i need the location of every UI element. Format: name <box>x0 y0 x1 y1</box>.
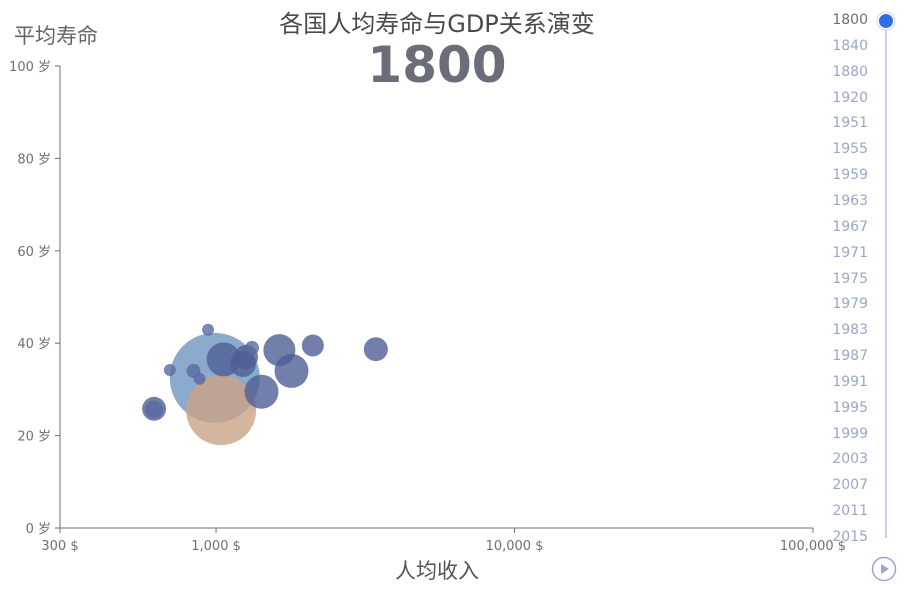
data-point[interactable] <box>244 374 279 409</box>
timeline-year[interactable]: 1880 <box>832 63 868 80</box>
timeline-year[interactable]: 1995 <box>832 399 868 416</box>
timeline-year[interactable]: 1991 <box>832 373 868 390</box>
timeline-year[interactable]: 2007 <box>832 477 868 494</box>
x-tick-label: 10,000 $ <box>486 539 544 554</box>
timeline-handle[interactable] <box>879 14 893 28</box>
x-tick-label: 300 $ <box>41 539 78 554</box>
y-axis-title: 平均寿命 <box>14 24 98 48</box>
y-tick-label: 40 岁 <box>17 337 51 352</box>
timeline-year[interactable]: 1979 <box>832 296 868 313</box>
data-point[interactable] <box>245 340 260 355</box>
timeline-year[interactable]: 2011 <box>832 503 868 520</box>
current-year: 1800 <box>367 36 507 94</box>
timeline-year[interactable]: 1971 <box>832 244 868 261</box>
timeline-year[interactable]: 1983 <box>832 322 868 339</box>
timeline-year[interactable]: 2003 <box>832 451 868 468</box>
timeline-year[interactable]: 2015 <box>832 529 868 545</box>
timeline-year[interactable]: 1963 <box>832 192 868 209</box>
y-tick-label: 60 岁 <box>17 245 51 260</box>
timeline-year[interactable]: 1959 <box>832 167 868 184</box>
data-point[interactable] <box>301 334 324 357</box>
timeline-year[interactable]: 1975 <box>832 270 868 287</box>
data-point[interactable] <box>202 323 215 336</box>
timeline-year[interactable]: 1840 <box>832 37 868 54</box>
y-tick-label: 20 岁 <box>17 430 51 445</box>
y-tick-label: 100 岁 <box>9 60 51 75</box>
x-axis-title: 人均收入 <box>395 559 479 583</box>
timeline-year[interactable]: 1999 <box>832 425 868 442</box>
chart-title: 各国人均寿命与GDP关系演变 <box>279 10 595 38</box>
data-point[interactable] <box>145 400 164 419</box>
timeline-year[interactable]: 1987 <box>832 348 868 365</box>
timeline-year[interactable]: 1920 <box>832 89 868 106</box>
data-point[interactable] <box>263 334 296 367</box>
timeline-year[interactable]: 1955 <box>832 141 868 158</box>
play-icon[interactable] <box>871 556 897 582</box>
timeline-year[interactable]: 1800 <box>832 12 868 28</box>
data-point[interactable] <box>193 372 206 385</box>
timeline-year[interactable]: 1951 <box>832 115 868 132</box>
data-point[interactable] <box>163 363 176 376</box>
y-tick-label: 80 岁 <box>17 152 51 167</box>
data-point[interactable] <box>363 337 388 362</box>
timeline-year[interactable]: 1967 <box>832 218 868 235</box>
y-tick-label: 0 岁 <box>26 522 51 537</box>
data-point[interactable] <box>186 375 257 446</box>
x-tick-label: 1,000 $ <box>191 539 241 554</box>
x-tick-label: 100,000 $ <box>780 539 846 554</box>
